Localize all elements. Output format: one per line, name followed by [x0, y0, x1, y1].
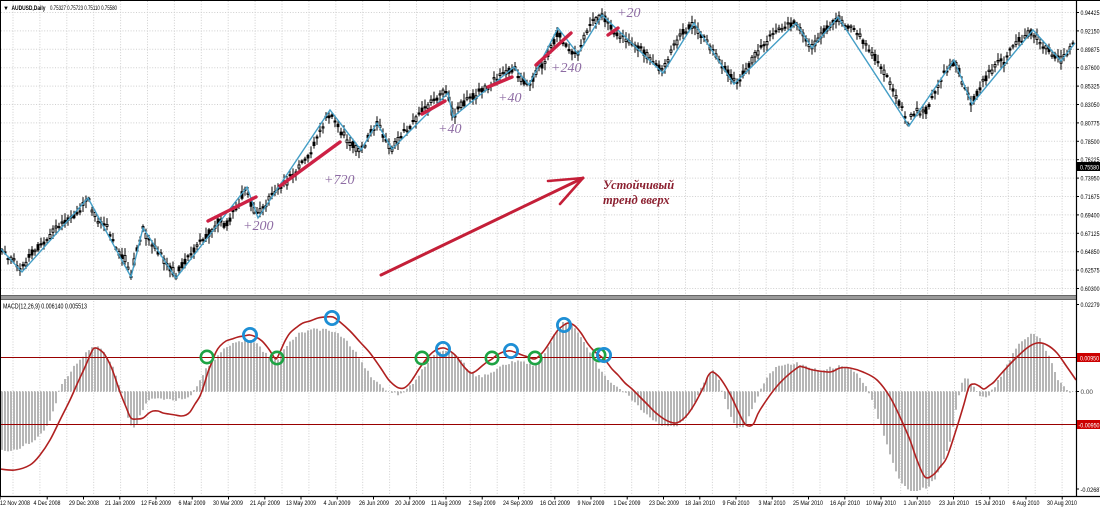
svg-text:9 Nov 2009: 9 Nov 2009	[578, 500, 605, 507]
svg-text:26 Jun 2009: 26 Jun 2009	[359, 500, 389, 507]
svg-text:9 Feb 2010: 9 Feb 2010	[723, 500, 750, 507]
svg-text:3 Mar 2010: 3 Mar 2010	[759, 500, 786, 507]
svg-text:0.71675: 0.71675	[1081, 194, 1100, 201]
svg-text:1 Jun 2010: 1 Jun 2010	[904, 500, 931, 507]
svg-text:0.83050: 0.83050	[1081, 102, 1100, 109]
svg-text:30 Mar 2009: 30 Mar 2009	[213, 500, 243, 507]
svg-text:Устойчивый: Устойчивый	[603, 178, 674, 192]
svg-text:+240: +240	[551, 61, 581, 76]
svg-text:1 Dec 2009: 1 Dec 2009	[614, 500, 641, 507]
svg-text:0.64850: 0.64850	[1081, 249, 1100, 256]
svg-text:0.67125: 0.67125	[1081, 231, 1100, 238]
svg-text:0.76225: 0.76225	[1081, 157, 1100, 164]
svg-text:29 Dec 2008: 29 Dec 2008	[69, 500, 99, 507]
svg-text:30 Aug 2010: 30 Aug 2010	[1047, 500, 1077, 507]
svg-text:23 Dec 2009: 23 Dec 2009	[649, 500, 679, 507]
svg-text:0.78500: 0.78500	[1081, 139, 1100, 146]
svg-text:0.60300: 0.60300	[1081, 286, 1100, 293]
svg-text:0.69400: 0.69400	[1081, 212, 1100, 219]
svg-text:0.62575: 0.62575	[1081, 268, 1100, 275]
svg-text:0.022791: 0.022791	[1081, 302, 1100, 309]
svg-text:+200: +200	[243, 219, 273, 234]
svg-text:12 Nov 2008: 12 Nov 2008	[0, 500, 30, 507]
svg-text:4 Dec 2008: 4 Dec 2008	[34, 500, 61, 507]
svg-text:0.75580: 0.75580	[1080, 165, 1099, 172]
svg-text:20 Jul 2009: 20 Jul 2009	[395, 500, 425, 507]
svg-text:MACD(12,26,9) 0.006140 0.00551: MACD(12,26,9) 0.006140 0.005513	[3, 304, 87, 311]
svg-text:24 Sep 2009: 24 Sep 2009	[503, 500, 533, 507]
svg-text:21 Jan 2009: 21 Jan 2009	[105, 500, 135, 507]
svg-text:15 Jul 2010: 15 Jul 2010	[975, 500, 1005, 507]
svg-text:-0.00950: -0.00950	[1079, 423, 1100, 430]
svg-text:2 Sep 2009: 2 Sep 2009	[469, 500, 496, 507]
svg-text:10 May 2010: 10 May 2010	[866, 500, 896, 507]
svg-text:16 Apr 2010: 16 Apr 2010	[830, 500, 860, 507]
svg-text:0.73950: 0.73950	[1081, 176, 1100, 183]
svg-text:23 Jun 2010: 23 Jun 2010	[939, 500, 969, 507]
svg-text:16 Oct 2009: 16 Oct 2009	[540, 500, 570, 507]
svg-text:0.87600: 0.87600	[1081, 65, 1100, 72]
svg-text:0.89875: 0.89875	[1081, 47, 1100, 54]
svg-text:0.92150: 0.92150	[1081, 28, 1100, 35]
svg-text:6 Mar 2009: 6 Mar 2009	[179, 500, 206, 507]
svg-text:21 Apr 2009: 21 Apr 2009	[250, 500, 280, 507]
svg-text:-0.02687: -0.02687	[1081, 487, 1100, 494]
svg-text:11 Aug 2009: 11 Aug 2009	[431, 500, 461, 507]
svg-text:12 Feb 2009: 12 Feb 2009	[141, 500, 171, 507]
svg-text:+20: +20	[617, 6, 640, 21]
svg-text:тренд вверх: тренд вверх	[603, 193, 670, 207]
svg-text:+40: +40	[498, 91, 521, 106]
svg-text:0.75327 0.75723 0.75110 0.7558: 0.75327 0.75723 0.75110 0.75580	[50, 5, 117, 12]
svg-text:18 Jan 2010: 18 Jan 2010	[685, 500, 715, 507]
svg-text:0.85325: 0.85325	[1081, 84, 1100, 91]
svg-text:13 May 2009: 13 May 2009	[286, 500, 316, 507]
svg-text:+40: +40	[438, 122, 461, 137]
svg-text:▼: ▼	[3, 6, 9, 12]
svg-text:0.94425: 0.94425	[1081, 10, 1100, 17]
svg-text:AUDUSD,Daily: AUDUSD,Daily	[12, 5, 46, 12]
svg-text:0.80775: 0.80775	[1081, 120, 1100, 127]
svg-text:25 Mar 2010: 25 Mar 2010	[793, 500, 823, 507]
svg-text:0.00950: 0.00950	[1080, 356, 1099, 363]
svg-text:0.00: 0.00	[1081, 389, 1094, 396]
svg-text:4 Jun 2009: 4 Jun 2009	[324, 500, 351, 507]
svg-text:+720: +720	[324, 173, 354, 188]
svg-text:6 Aug 2010: 6 Aug 2010	[1013, 500, 1040, 507]
